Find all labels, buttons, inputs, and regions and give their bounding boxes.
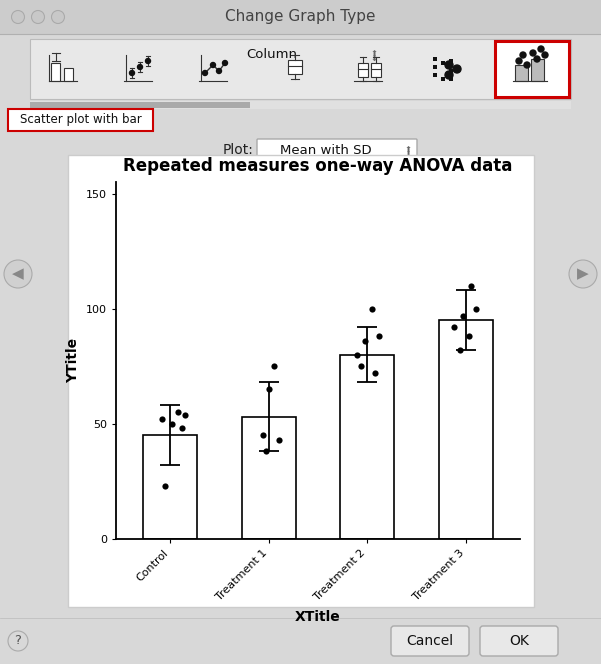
Bar xyxy=(441,77,445,81)
Point xyxy=(167,418,177,429)
Bar xyxy=(30,39,571,99)
Bar xyxy=(51,63,60,81)
Bar xyxy=(64,68,73,81)
Y-axis label: YTitle: YTitle xyxy=(67,338,81,383)
Circle shape xyxy=(203,70,207,76)
Point xyxy=(455,345,465,355)
Circle shape xyxy=(129,70,135,76)
Bar xyxy=(515,65,528,81)
FancyBboxPatch shape xyxy=(196,42,383,66)
Point xyxy=(353,349,362,360)
Bar xyxy=(288,60,302,74)
Bar xyxy=(450,77,453,81)
Circle shape xyxy=(569,260,597,288)
Circle shape xyxy=(52,11,64,23)
Text: ⬆: ⬆ xyxy=(370,50,377,58)
Text: Mean with SD: Mean with SD xyxy=(280,143,372,157)
Text: ⬆: ⬆ xyxy=(404,145,412,155)
Bar xyxy=(358,63,368,77)
Circle shape xyxy=(516,58,522,64)
Point xyxy=(261,446,270,457)
FancyBboxPatch shape xyxy=(391,626,469,656)
Point xyxy=(471,303,480,314)
Point xyxy=(160,481,170,491)
Circle shape xyxy=(31,11,44,23)
Point xyxy=(370,368,380,378)
FancyBboxPatch shape xyxy=(257,139,417,161)
Circle shape xyxy=(8,631,28,651)
Circle shape xyxy=(538,46,544,52)
Point xyxy=(449,322,459,333)
Circle shape xyxy=(222,60,228,66)
Bar xyxy=(439,320,493,539)
Bar xyxy=(143,436,197,539)
Text: OK: OK xyxy=(509,634,529,648)
Circle shape xyxy=(542,52,548,58)
Bar xyxy=(30,102,250,108)
Bar xyxy=(450,69,453,73)
Circle shape xyxy=(145,58,150,64)
Point xyxy=(180,409,190,420)
Circle shape xyxy=(524,62,530,68)
Point xyxy=(157,414,167,424)
Bar xyxy=(242,417,296,539)
Bar xyxy=(450,59,453,63)
Bar xyxy=(68,155,534,607)
Bar xyxy=(371,63,381,77)
Title: Repeated measures one-way ANOVA data: Repeated measures one-way ANOVA data xyxy=(123,157,513,175)
Point xyxy=(464,331,474,342)
Point xyxy=(274,435,284,446)
Bar xyxy=(30,101,571,109)
Point xyxy=(466,280,475,291)
Text: ⬇: ⬇ xyxy=(404,151,412,159)
Text: ▶: ▶ xyxy=(577,266,589,282)
Bar xyxy=(433,73,437,77)
Circle shape xyxy=(445,71,453,79)
Point xyxy=(374,331,384,342)
Bar xyxy=(433,65,437,69)
Point xyxy=(356,361,366,372)
Text: ⬇: ⬇ xyxy=(370,54,377,64)
Point xyxy=(177,423,187,434)
Circle shape xyxy=(11,11,25,23)
Text: ◀: ◀ xyxy=(12,266,24,282)
Text: Column: Column xyxy=(246,48,297,60)
Point xyxy=(173,407,183,418)
Text: Change Graph Type: Change Graph Type xyxy=(225,9,375,25)
Point xyxy=(458,310,468,321)
Point xyxy=(264,384,273,394)
Circle shape xyxy=(445,61,453,69)
Text: Plot:: Plot: xyxy=(222,143,253,157)
Point xyxy=(269,361,278,372)
Point xyxy=(361,335,370,346)
X-axis label: XTitle: XTitle xyxy=(295,610,341,623)
Point xyxy=(367,303,377,314)
Bar xyxy=(0,0,601,34)
Bar xyxy=(495,41,569,97)
Bar xyxy=(441,61,445,65)
Bar xyxy=(531,59,544,81)
Bar xyxy=(340,355,394,539)
Circle shape xyxy=(453,65,461,73)
Text: ?: ? xyxy=(14,635,22,647)
Circle shape xyxy=(530,50,536,56)
Circle shape xyxy=(216,68,222,74)
Circle shape xyxy=(520,52,526,58)
Text: Graph family:: Graph family: xyxy=(99,47,193,61)
Circle shape xyxy=(534,56,540,62)
FancyBboxPatch shape xyxy=(480,626,558,656)
Bar xyxy=(433,57,437,60)
Point xyxy=(258,430,267,441)
Circle shape xyxy=(210,62,216,68)
Circle shape xyxy=(4,260,32,288)
Circle shape xyxy=(138,64,142,70)
Text: Cancel: Cancel xyxy=(406,634,454,648)
Text: Scatter plot with bar: Scatter plot with bar xyxy=(20,114,141,127)
Bar xyxy=(8,109,153,131)
